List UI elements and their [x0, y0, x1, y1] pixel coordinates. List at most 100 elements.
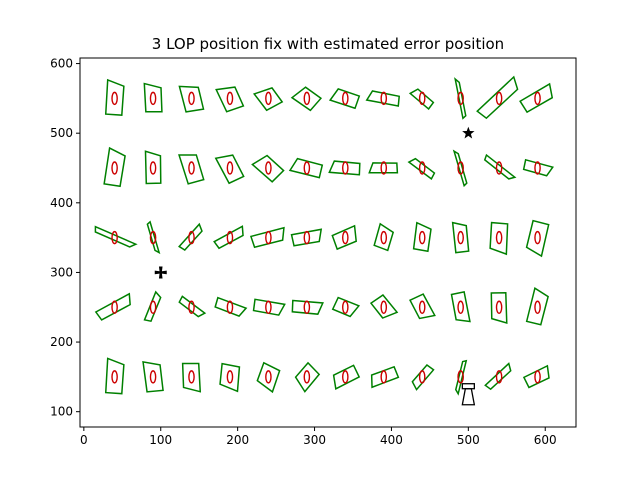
- lighthouse-marker: [461, 383, 476, 406]
- error-polygon: [215, 86, 245, 113]
- error-ellipse: [111, 370, 118, 384]
- error-polygon: [213, 225, 244, 250]
- error-ellipse: [457, 161, 464, 175]
- error-marker: [368, 161, 399, 175]
- error-ellipse: [495, 370, 503, 384]
- x-tick-label: 600: [534, 433, 557, 447]
- error-marker: [144, 150, 162, 185]
- error-marker: [252, 298, 286, 316]
- error-marker: [103, 146, 126, 188]
- error-polygon: [178, 85, 205, 113]
- error-ellipse: [226, 230, 234, 245]
- error-ellipse: [226, 300, 234, 314]
- error-polygon: [252, 298, 286, 316]
- error-ellipse: [226, 91, 234, 106]
- error-polygon: [525, 287, 549, 326]
- error-ellipse: [149, 230, 157, 245]
- error-polygon: [370, 365, 400, 389]
- error-marker: [332, 364, 361, 390]
- error-marker: [213, 225, 244, 250]
- error-ellipse: [188, 91, 195, 106]
- error-polygon: [484, 362, 512, 391]
- error-polygon: [409, 293, 436, 320]
- error-marker: [143, 290, 162, 323]
- error-marker: [483, 153, 517, 180]
- error-ellipse: [188, 161, 195, 175]
- error-marker: [215, 86, 245, 113]
- error-ellipse: [303, 91, 311, 106]
- error-marker: [370, 365, 400, 389]
- star-marker: [462, 126, 475, 139]
- y-tick-label: 200: [50, 335, 73, 349]
- error-marker: [365, 90, 401, 107]
- y-tick-label: 500: [50, 126, 73, 140]
- error-polygon: [252, 86, 284, 112]
- error-ellipse: [342, 230, 349, 245]
- error-ellipse: [380, 230, 388, 245]
- error-marker: [454, 77, 467, 120]
- error-ellipse: [457, 91, 464, 106]
- error-ellipse: [418, 230, 426, 245]
- error-polygon: [411, 364, 435, 391]
- error-marker: [219, 362, 241, 393]
- error-ellipse: [226, 161, 234, 175]
- error-marker: [178, 85, 205, 113]
- error-marker: [328, 88, 361, 110]
- error-polygon: [328, 88, 361, 110]
- error-ellipse: [534, 91, 541, 106]
- error-marker: [412, 221, 432, 253]
- error-ellipse: [265, 230, 272, 245]
- error-ellipse: [457, 300, 464, 314]
- error-polygon: [483, 153, 517, 180]
- error-marker: [94, 225, 138, 248]
- error-ellipse: [149, 161, 157, 175]
- cross-marker: [154, 266, 167, 279]
- x-tick-label: 0: [80, 433, 88, 447]
- error-ellipse: [495, 300, 503, 314]
- lighthouse-tower: [461, 388, 476, 406]
- error-ellipse: [149, 370, 157, 384]
- error-ellipse: [380, 91, 388, 106]
- error-ellipse: [380, 370, 388, 384]
- error-polygon: [144, 150, 162, 185]
- error-ellipse: [380, 300, 388, 314]
- error-polygon: [454, 77, 467, 120]
- error-marker: [331, 296, 361, 318]
- error-marker: [331, 224, 358, 251]
- error-marker: [408, 88, 435, 111]
- error-marker: [411, 364, 435, 391]
- error-polygon: [104, 78, 125, 116]
- error-ellipse: [534, 230, 541, 245]
- error-marker: [519, 82, 554, 114]
- error-marker: [290, 228, 323, 247]
- error-polygon: [450, 290, 471, 323]
- error-marker: [178, 295, 207, 318]
- error-marker: [104, 357, 125, 395]
- error-polygon: [519, 82, 554, 114]
- error-polygon: [143, 290, 162, 323]
- x-tick-label: 300: [303, 433, 326, 447]
- error-ellipse: [534, 370, 541, 384]
- error-polygon: [214, 154, 245, 185]
- error-ellipse: [534, 161, 541, 175]
- error-polygon: [368, 162, 399, 174]
- plot-frame: [79, 57, 577, 428]
- error-polygon: [522, 158, 554, 177]
- error-polygon: [408, 88, 435, 111]
- error-polygon: [452, 149, 468, 188]
- error-polygon: [290, 86, 323, 112]
- error-marker: [522, 158, 554, 177]
- error-polygon: [143, 82, 163, 113]
- y-tick-label: 400: [50, 196, 73, 210]
- error-ellipse: [418, 370, 426, 384]
- error-polygon: [290, 228, 323, 247]
- x-tick-label: 500: [457, 433, 480, 447]
- error-ellipse: [380, 161, 388, 175]
- error-marker: [94, 292, 131, 321]
- error-marker: [525, 219, 550, 258]
- error-polygon: [214, 296, 248, 318]
- error-polygon: [103, 146, 126, 188]
- error-polygon: [178, 154, 205, 185]
- error-marker: [143, 82, 163, 113]
- y-tick-label: 600: [50, 57, 73, 71]
